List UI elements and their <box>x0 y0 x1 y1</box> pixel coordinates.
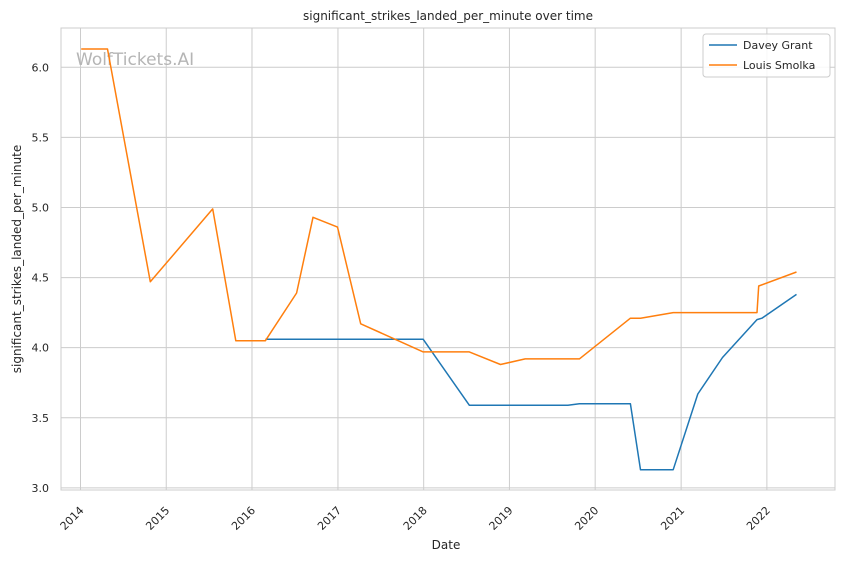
y-tick-label: 5.0 <box>32 201 50 214</box>
legend-label-davey-grant: Davey Grant <box>743 39 813 52</box>
x-axis-title: Date <box>432 538 461 552</box>
legend-label-louis-smolka: Louis Smolka <box>743 59 815 72</box>
chart-title: significant_strikes_landed_per_minute ov… <box>303 9 593 23</box>
y-tick-label: 3.5 <box>32 412 50 425</box>
y-tick-label: 5.5 <box>32 131 50 144</box>
watermark: WolfTickets.AI <box>76 50 194 70</box>
plot-frame <box>60 27 836 491</box>
x-gridlines <box>79 28 768 490</box>
y-tick-label: 4.0 <box>32 342 50 355</box>
legend: Davey Grant Louis Smolka <box>702 33 831 78</box>
x-tick-labels: 2014 2015 2016 2017 2018 2019 2020 2021 2022 <box>58 504 773 533</box>
plot-area <box>61 28 835 490</box>
y-tick-label: 3.0 <box>32 482 50 495</box>
series-line-davey-grant <box>265 293 797 471</box>
y-axis-title: significant_strikes_landed_per_minute <box>10 145 24 374</box>
y-gridlines <box>61 66 835 489</box>
y-tick-label: 4.5 <box>32 272 50 285</box>
y-tick-label: 6.0 <box>32 61 50 74</box>
series-lines <box>81 48 797 471</box>
series-line-louis-smolka <box>81 48 797 366</box>
y-tick-labels: 3.0 3.5 4.0 4.5 5.0 5.5 6.0 <box>32 61 50 495</box>
